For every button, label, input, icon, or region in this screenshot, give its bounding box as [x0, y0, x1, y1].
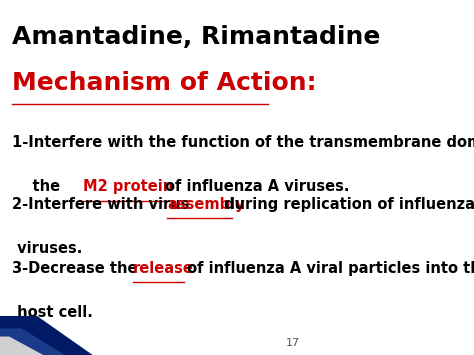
- Polygon shape: [0, 337, 43, 355]
- Text: of influenza A viral particles into the: of influenza A viral particles into the: [182, 261, 474, 276]
- Text: during replication of influenza A: during replication of influenza A: [219, 197, 474, 212]
- Text: the: the: [12, 179, 65, 194]
- Text: 2-Interfere with virus: 2-Interfere with virus: [12, 197, 195, 212]
- Text: the: the: [12, 179, 65, 194]
- Text: release: release: [133, 261, 194, 276]
- Text: viruses.: viruses.: [12, 241, 83, 256]
- Polygon shape: [0, 316, 92, 355]
- Text: of influenza A viruses.: of influenza A viruses.: [165, 179, 349, 194]
- Text: 3-Decrease the: 3-Decrease the: [12, 261, 143, 276]
- Text: 3-Decrease the: 3-Decrease the: [12, 261, 143, 276]
- Text: host cell.: host cell.: [12, 305, 93, 320]
- Text: 2-Interfere with virus: 2-Interfere with virus: [12, 197, 195, 212]
- Text: 1-Interfere with the function of the transmembrane domain of: 1-Interfere with the function of the tra…: [12, 135, 474, 150]
- Text: Mechanism of Action:: Mechanism of Action:: [12, 71, 317, 95]
- Text: M2 protein: M2 protein: [83, 179, 178, 194]
- Text: Amantadine, Rimantadine: Amantadine, Rimantadine: [12, 25, 381, 49]
- Polygon shape: [0, 328, 65, 355]
- Text: assembly: assembly: [167, 197, 245, 212]
- Text: 17: 17: [285, 338, 300, 348]
